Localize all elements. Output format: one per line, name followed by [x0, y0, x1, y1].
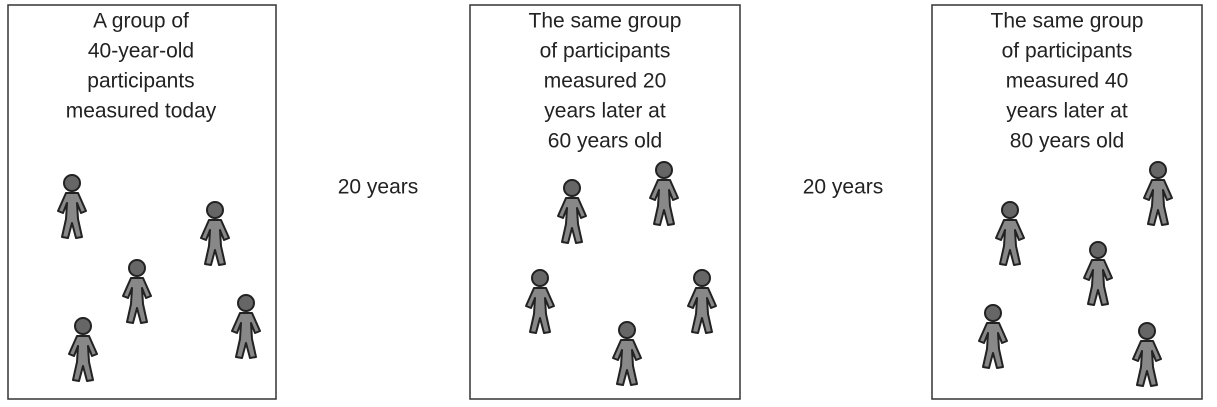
transition-label: 20 years — [338, 176, 419, 199]
panel-line: The same group — [991, 10, 1144, 33]
panel-line: A group of — [93, 10, 189, 33]
panel-box — [470, 5, 740, 399]
panel-line: 80 years old — [1010, 130, 1124, 153]
panel-line: participants — [87, 70, 194, 93]
diagram: A group of 40-year-old participants meas… — [0, 0, 1217, 407]
panel-line: years later at — [544, 100, 666, 123]
panel-line: 40-year-old — [88, 40, 194, 63]
transition-label: 20 years — [803, 176, 884, 199]
panel-line: of participants — [1002, 40, 1133, 63]
panel-line: measured 40 — [1006, 70, 1129, 93]
panel-line: measured today — [66, 100, 217, 123]
panel-line: The same group — [529, 10, 682, 33]
panel-box — [8, 5, 276, 399]
panel-line: 60 years old — [548, 130, 662, 153]
panel-line: years later at — [1006, 100, 1128, 123]
panel-line: measured 20 — [544, 70, 667, 93]
panel-line: of participants — [540, 40, 671, 63]
